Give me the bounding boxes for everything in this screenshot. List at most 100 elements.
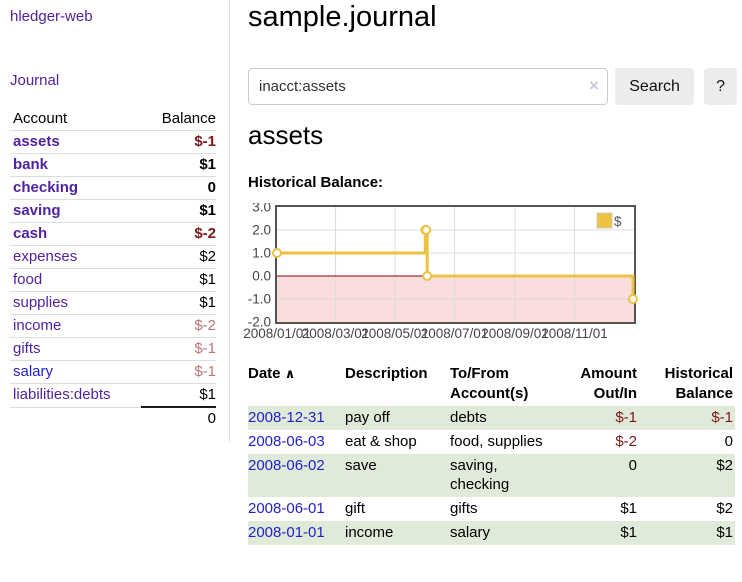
account-row: supplies $1	[10, 291, 216, 315]
account-balance: $-1	[141, 130, 216, 154]
legend-color-box	[596, 212, 613, 229]
y-axis-tick-label: 3.0	[252, 203, 271, 215]
account-column-header: Account	[13, 110, 68, 127]
account-balance: $1	[141, 153, 216, 177]
register-balance: 0	[724, 433, 733, 450]
account-row: salary $-1	[10, 360, 216, 384]
account-link[interactable]: cash	[13, 225, 48, 242]
search-input[interactable]	[248, 68, 608, 105]
account-link[interactable]: assets	[13, 133, 60, 150]
account-link[interactable]: liabilities:debts	[13, 386, 111, 404]
register-row: 2008-06-01 gift gifts $1 $2	[248, 497, 735, 521]
register-description: eat & shop	[345, 433, 417, 450]
data-point-marker	[272, 248, 282, 258]
search-button[interactable]: Search	[614, 68, 695, 105]
register-accounts: gifts	[450, 500, 478, 517]
account-row: expenses $2	[10, 245, 216, 269]
account-link[interactable]: bank	[13, 156, 49, 173]
account-link[interactable]: salary	[13, 363, 54, 380]
x-axis-tick-label: 2008/09/01	[481, 326, 549, 341]
register-accounts: salary	[450, 524, 491, 541]
data-point-marker	[421, 225, 432, 235]
register-amount: 0	[628, 457, 637, 474]
register-description: income	[345, 524, 394, 541]
account-row: cash $-2	[10, 222, 216, 246]
total-balance: 0	[141, 406, 216, 430]
register-table: Date ∧ Description To/From Account(s) Amoun…	[248, 362, 735, 545]
account-link[interactable]: saving	[13, 202, 61, 219]
account-link[interactable]: checking	[13, 179, 79, 196]
register-description: gift	[345, 500, 366, 517]
search-form: × Search ?	[248, 68, 737, 105]
x-axis-tick-label: 2008/07/01	[421, 326, 489, 341]
register-description: pay off	[345, 409, 390, 426]
account-row: food $1	[10, 268, 216, 292]
app-brand-link[interactable]: hledger-web	[10, 8, 93, 25]
register-date-link[interactable]: 2008-06-03	[248, 433, 325, 450]
register-header-amount: Amount Out/In	[580, 365, 637, 402]
sidebar: hledger-web Journal Account Balance asse…	[0, 0, 230, 442]
register-accounts: saving, checking	[450, 457, 510, 493]
register-row: 2008-01-01 income salary $1 $1	[248, 521, 735, 545]
account-row: gifts $-1	[10, 337, 216, 361]
account-balance: $-1	[141, 337, 216, 361]
register-accounts: debts	[450, 409, 487, 426]
legend-label: $	[614, 214, 622, 229]
account-row: bank $1	[10, 153, 216, 177]
register-balance: $2	[716, 500, 733, 517]
clear-search-icon[interactable]: ×	[589, 76, 599, 95]
register-amount: $-2	[615, 433, 637, 450]
register-header-date[interactable]: Date ∧	[248, 365, 296, 382]
account-balance: $1	[141, 199, 216, 223]
y-axis-tick-label: -2.0	[248, 315, 271, 330]
total-row: 0	[10, 406, 216, 430]
sidebar-item-journal[interactable]: Journal	[10, 72, 60, 89]
account-link[interactable]: income	[13, 317, 62, 334]
register-amount: $1	[620, 500, 637, 517]
account-row: assets $-1	[10, 130, 216, 154]
account-row: liabilities:debts $1	[10, 383, 216, 407]
help-button[interactable]: ?	[704, 68, 737, 105]
main-content: sample.journal × Search ? assets Histori…	[243, 0, 737, 582]
register-row: 2008-06-02 save saving, checking 0 $2	[248, 454, 735, 497]
register-date-link[interactable]: 2008-12-31	[248, 409, 325, 426]
balance-column-header: Balance	[161, 110, 216, 127]
data-point-marker	[422, 271, 433, 281]
account-balance: $-1	[141, 360, 216, 384]
x-axis-tick-label: 2008/11/01	[541, 326, 608, 341]
search-input-wrap: ×	[248, 68, 608, 105]
register-row: 2008-06-03 eat & shop food, supplies $-2 0	[248, 430, 735, 454]
x-axis-tick-label: 2008/03/01	[302, 326, 370, 341]
balance-chart[interactable]: $3.0 2.0 1.0 0.0 -1.0 -2.0 2008/01/01 2008/03/0…	[240, 200, 640, 345]
account-balance: $1	[141, 268, 216, 292]
register-amount: $-1	[615, 409, 637, 426]
register-header-historical: Historical Balance	[664, 365, 733, 402]
register-header-description: Description	[345, 365, 428, 382]
register-balance: $1	[716, 524, 733, 541]
account-row: checking 0	[10, 176, 216, 200]
y-axis-tick-label: -1.0	[248, 292, 271, 307]
register-amount: $1	[620, 524, 637, 541]
account-balance-table: Account Balance assets $-1 bank $1 checking 0…	[10, 108, 216, 430]
register-balance: $-1	[711, 409, 733, 426]
register-description: save	[345, 457, 377, 474]
register-row: 2008-12-31 pay off debts $-1 $-1	[248, 406, 735, 430]
account-title: assets	[248, 120, 324, 150]
account-link[interactable]: supplies	[13, 294, 69, 311]
plot-border	[275, 205, 636, 324]
register-balance: $2	[716, 457, 733, 474]
register-date-link[interactable]: 2008-06-01	[248, 500, 325, 517]
y-axis-tick-label: 2.0	[252, 223, 271, 238]
account-balance: $-2	[141, 314, 216, 338]
account-link[interactable]: gifts	[13, 340, 41, 357]
x-axis-tick-label: 2008/01/01	[243, 326, 311, 341]
account-balance: $1	[141, 291, 216, 315]
account-balance: $2	[141, 245, 216, 269]
register-date-link[interactable]: 2008-01-01	[248, 524, 325, 541]
account-link[interactable]: expenses	[13, 248, 78, 265]
register-accounts: food, supplies	[450, 433, 543, 450]
register-date-link[interactable]: 2008-06-02	[248, 457, 325, 474]
y-axis-tick-label: 0.0	[252, 269, 271, 284]
account-balance: $1	[141, 383, 216, 407]
account-link[interactable]: food	[13, 271, 43, 288]
